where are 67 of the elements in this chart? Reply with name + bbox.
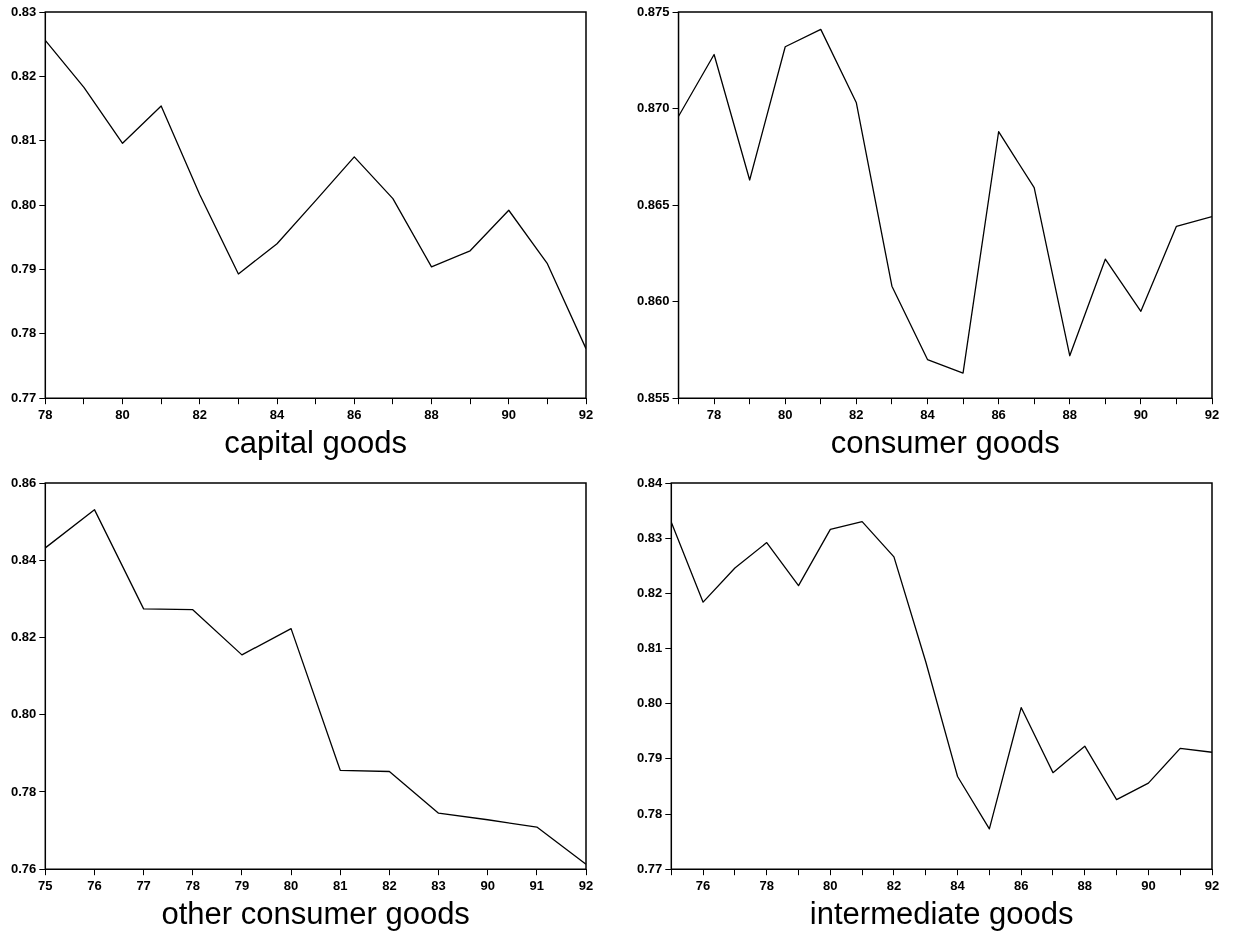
y-tick-label: 0.83 bbox=[636, 529, 663, 545]
x-tick-label: 92 bbox=[578, 406, 594, 422]
x-tick-label: 76 bbox=[695, 877, 711, 893]
x-tick-label: 91 bbox=[529, 877, 545, 893]
x-tick-label: 90 bbox=[1141, 877, 1156, 893]
x-tick-label: 88 bbox=[424, 406, 439, 422]
y-tick-label: 0.855 bbox=[636, 389, 670, 405]
x-tick-label: 90 bbox=[1133, 406, 1149, 422]
y-tick-label: 0.79 bbox=[10, 261, 37, 277]
y-tick-label: 0.82 bbox=[10, 629, 37, 645]
x-tick-label: 82 bbox=[886, 877, 902, 893]
x-tick-label: 92 bbox=[1204, 406, 1220, 422]
x-axis-title: consumer goods bbox=[830, 424, 1060, 460]
x-tick-label: 81 bbox=[332, 877, 348, 893]
x-tick-label: 84 bbox=[269, 406, 286, 422]
y-tick-label: 0.78 bbox=[10, 325, 37, 341]
y-tick-label: 0.82 bbox=[636, 584, 663, 600]
y-tick-label: 0.84 bbox=[636, 474, 664, 490]
x-tick-label: 76 bbox=[87, 877, 102, 893]
x-tick-label: 77 bbox=[136, 877, 151, 893]
x-tick-label: 78 bbox=[38, 406, 53, 422]
y-tick-label: 0.875 bbox=[636, 3, 670, 19]
x-tick-label: 86 bbox=[347, 406, 362, 422]
x-tick-label: 80 bbox=[283, 877, 299, 893]
x-tick-label: 78 bbox=[185, 877, 200, 893]
x-tick-label: 84 bbox=[950, 877, 966, 893]
x-tick-label: 88 bbox=[1062, 406, 1077, 422]
x-tick-label: 78 bbox=[706, 406, 722, 422]
y-tick-label: 0.865 bbox=[636, 196, 670, 212]
x-tick-label: 83 bbox=[431, 877, 446, 893]
x-axis-title: intermediate goods bbox=[809, 895, 1074, 931]
y-tick-label: 0.78 bbox=[636, 805, 663, 821]
y-tick-label: 0.77 bbox=[10, 389, 37, 405]
y-tick-label: 0.80 bbox=[10, 706, 37, 722]
y-tick-label: 0.83 bbox=[10, 3, 37, 19]
x-axis-title: other consumer goods bbox=[161, 895, 470, 931]
x-tick-label: 82 bbox=[849, 406, 864, 422]
y-tick-label: 0.76 bbox=[10, 860, 37, 876]
y-tick-label: 0.84 bbox=[10, 551, 38, 567]
y-tick-label: 0.78 bbox=[10, 783, 37, 799]
y-tick-label: 0.81 bbox=[636, 640, 663, 656]
y-tick-label: 0.77 bbox=[636, 860, 663, 876]
x-tick-label: 82 bbox=[382, 877, 397, 893]
x-tick-label: 79 bbox=[234, 877, 250, 893]
y-tick-label: 0.860 bbox=[636, 293, 670, 309]
y-tick-label: 0.80 bbox=[636, 695, 663, 711]
x-tick-label: 82 bbox=[192, 406, 208, 422]
x-axis-title: capital goods bbox=[224, 424, 407, 460]
y-tick-label: 0.82 bbox=[10, 67, 37, 83]
x-tick-label: 90 bbox=[501, 406, 516, 422]
x-tick-label: 86 bbox=[1013, 877, 1029, 893]
x-tick-label: 78 bbox=[759, 877, 774, 893]
x-tick-label: 80 bbox=[777, 406, 793, 422]
y-tick-label: 0.79 bbox=[636, 750, 663, 766]
x-tick-label: 92 bbox=[1204, 877, 1220, 893]
x-tick-label: 75 bbox=[38, 877, 53, 893]
x-tick-label: 86 bbox=[991, 406, 1006, 422]
x-tick-label: 90 bbox=[480, 877, 495, 893]
y-tick-label: 0.86 bbox=[10, 474, 37, 490]
y-tick-label: 0.870 bbox=[636, 100, 670, 116]
y-tick-label: 0.81 bbox=[10, 132, 37, 148]
x-tick-label: 88 bbox=[1077, 877, 1093, 893]
x-tick-label: 92 bbox=[578, 877, 594, 893]
y-tick-label: 0.80 bbox=[10, 196, 37, 212]
x-tick-label: 80 bbox=[115, 406, 130, 422]
x-tick-label: 80 bbox=[823, 877, 838, 893]
x-tick-label: 84 bbox=[920, 406, 936, 422]
